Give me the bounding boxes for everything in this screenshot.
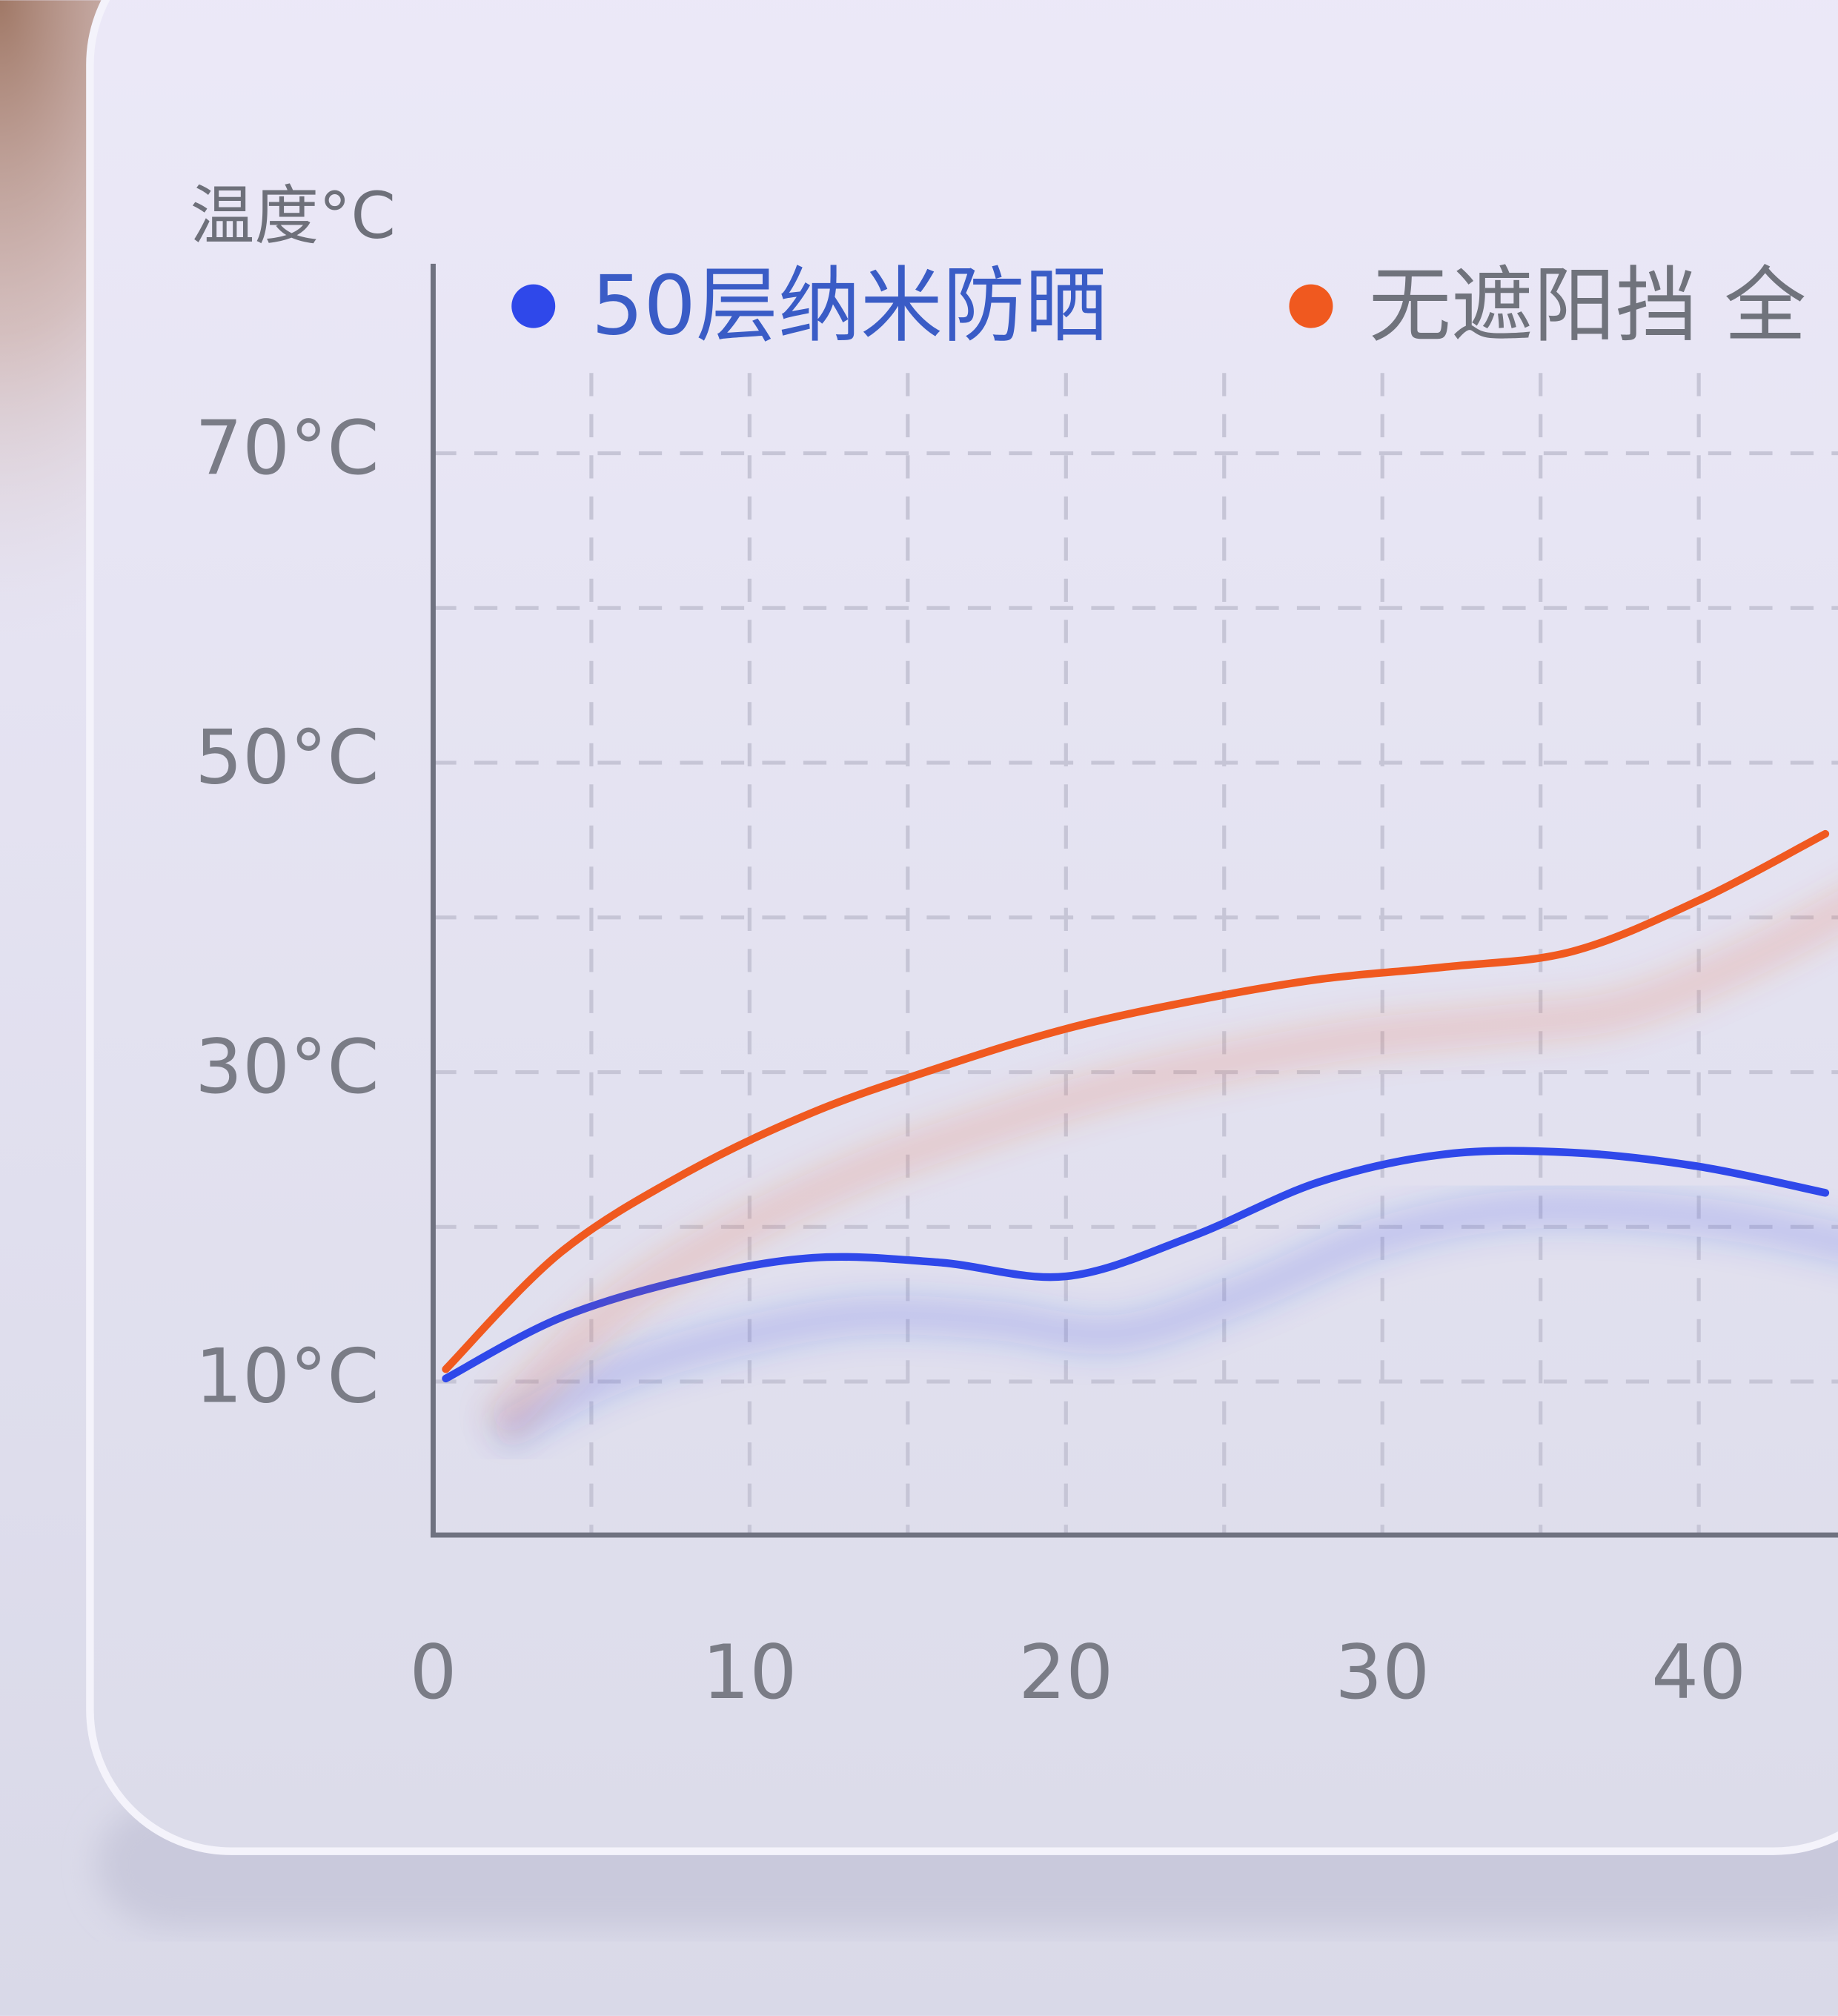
x-tick-label: 10 — [702, 1629, 797, 1716]
x-tick-label: 40 — [1651, 1629, 1746, 1716]
y-tick-label: 30°C — [195, 1024, 379, 1110]
line-shadow — [488, 1189, 1838, 1453]
legend: 50层纳米防晒 无遮阳挡 全 — [511, 258, 1806, 354]
x-tick-label: 30 — [1335, 1629, 1430, 1716]
y-tick-label: 10°C — [195, 1333, 379, 1419]
plot — [442, 829, 1838, 1453]
grid — [433, 373, 1838, 1536]
x-tick-label: 0 — [409, 1629, 457, 1716]
y-tick-label: 50°C — [195, 714, 379, 800]
series-line — [442, 829, 1830, 1373]
legend-label: 50层纳米防晒 — [591, 258, 1107, 354]
legend-marker — [1289, 284, 1333, 328]
y-tick-label: 70°C — [195, 405, 379, 491]
line-shadow — [483, 890, 1838, 1441]
legend-marker — [511, 284, 556, 328]
legend-label: 无遮阳挡 全 — [1369, 258, 1806, 354]
y-axis-label: 温度°C — [190, 179, 396, 253]
x-tick-label: 20 — [1018, 1629, 1113, 1716]
